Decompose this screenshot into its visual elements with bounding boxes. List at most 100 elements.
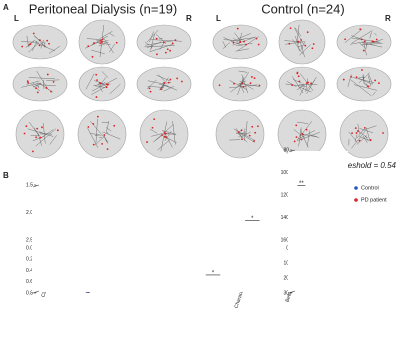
connection xyxy=(297,130,315,140)
node xyxy=(98,81,101,84)
node xyxy=(46,73,49,76)
connection xyxy=(165,133,177,135)
connection xyxy=(150,39,182,42)
connection xyxy=(296,134,301,142)
node xyxy=(148,87,151,90)
node xyxy=(169,49,171,52)
connection xyxy=(147,80,164,85)
node xyxy=(302,133,304,136)
node xyxy=(56,129,59,132)
connection xyxy=(368,73,374,85)
connection xyxy=(172,121,176,145)
connection xyxy=(40,129,54,139)
node xyxy=(362,49,365,52)
connection xyxy=(43,123,46,144)
connection xyxy=(240,83,260,87)
connection xyxy=(232,37,241,45)
connection xyxy=(344,28,363,43)
significance-mark: ** xyxy=(299,181,304,187)
connection xyxy=(109,84,121,95)
node xyxy=(300,39,303,41)
node xyxy=(153,118,156,121)
connection xyxy=(374,32,377,36)
connection xyxy=(300,73,314,91)
connection xyxy=(35,40,38,43)
node xyxy=(249,82,252,85)
brain-view xyxy=(215,109,265,159)
node xyxy=(288,42,291,45)
connection xyxy=(87,128,99,148)
node xyxy=(295,124,298,127)
node xyxy=(355,132,358,134)
node xyxy=(160,88,163,91)
connection xyxy=(96,41,111,45)
node xyxy=(242,85,245,88)
brain-view xyxy=(12,66,68,102)
node xyxy=(45,87,48,89)
connection xyxy=(48,45,61,54)
connection xyxy=(46,79,60,81)
node xyxy=(342,78,345,81)
node xyxy=(113,124,116,127)
brain-view xyxy=(12,24,68,60)
connection xyxy=(298,134,301,147)
node xyxy=(92,143,95,146)
node xyxy=(361,69,363,71)
connection xyxy=(353,84,378,91)
node xyxy=(351,132,353,135)
connection xyxy=(99,25,105,58)
node xyxy=(99,39,102,42)
connection xyxy=(357,130,368,138)
break-mark xyxy=(288,149,296,153)
node xyxy=(300,138,303,141)
connection xyxy=(149,44,154,51)
panel-label: A xyxy=(3,3,9,12)
node xyxy=(297,40,300,43)
node xyxy=(305,128,308,131)
node xyxy=(87,45,90,48)
node xyxy=(253,140,255,142)
connection xyxy=(49,135,57,145)
node xyxy=(291,84,294,87)
connection xyxy=(27,128,54,137)
connection xyxy=(95,119,98,143)
connection xyxy=(237,76,245,95)
node xyxy=(257,43,260,46)
node xyxy=(255,37,258,40)
y-tick-label: 30 xyxy=(283,290,289,296)
connection xyxy=(101,71,109,78)
node xyxy=(295,136,298,138)
node xyxy=(27,81,29,84)
node xyxy=(25,125,28,128)
node xyxy=(32,150,34,153)
connection xyxy=(85,73,95,90)
break-mark xyxy=(32,184,40,188)
connection xyxy=(292,39,303,55)
hemisphere-label: L xyxy=(216,14,221,23)
connection xyxy=(235,48,249,52)
node xyxy=(374,79,377,82)
connection xyxy=(109,33,115,37)
node xyxy=(350,75,353,78)
node xyxy=(253,77,256,79)
y-tick-label: 140 xyxy=(281,215,290,221)
connection xyxy=(31,41,38,52)
connection xyxy=(350,41,366,45)
connection xyxy=(366,127,370,141)
connection xyxy=(362,75,365,84)
connection xyxy=(144,45,175,48)
connection xyxy=(152,124,174,143)
node xyxy=(163,131,166,134)
connection xyxy=(299,87,305,96)
brain-view xyxy=(139,109,189,159)
legend-label: Control xyxy=(361,185,379,191)
node xyxy=(167,81,170,84)
node xyxy=(363,127,366,129)
connection xyxy=(359,128,374,133)
node xyxy=(38,44,41,47)
connection xyxy=(223,37,243,46)
connection xyxy=(241,131,251,138)
node xyxy=(146,141,148,143)
node xyxy=(101,41,103,43)
node xyxy=(162,41,165,44)
